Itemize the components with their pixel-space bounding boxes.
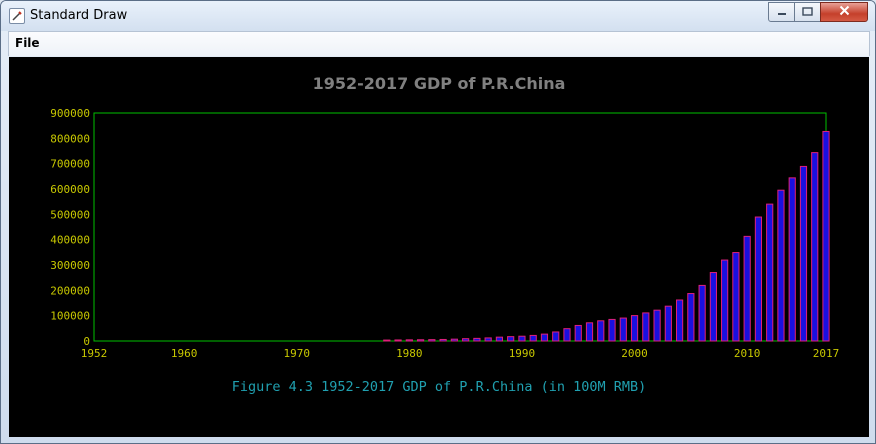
bar-2003 — [664, 305, 672, 342]
bar-2002 — [653, 309, 661, 342]
bar-1989 — [507, 336, 515, 342]
bar-1995 — [574, 324, 582, 342]
drawing-canvas[interactable]: 1952-2017 GDP of P.R.China 0 100000 200000… — [9, 57, 869, 437]
y-tick-label: 300000 — [50, 259, 90, 272]
bar-1983 — [439, 338, 447, 342]
bar-1978 — [383, 339, 391, 342]
bar-2017 — [822, 130, 830, 342]
chart-title: 1952-2017 GDP of P.R.China — [313, 74, 566, 93]
bar-1980 — [405, 339, 413, 342]
menu-bar: File — [8, 31, 870, 56]
bar-2010 — [743, 235, 751, 342]
y-tick-label: 200000 — [50, 284, 90, 297]
bar-1986 — [473, 337, 481, 342]
app-window-icon[interactable] — [9, 8, 25, 24]
bar-1991 — [529, 334, 537, 342]
bar-2006 — [698, 284, 706, 342]
bar-2015 — [799, 165, 808, 342]
title-bar[interactable]: Standard Draw — [1, 1, 875, 31]
bar-2014 — [788, 177, 796, 342]
x-tick-label: 1980 — [396, 347, 423, 360]
x-tick-label: 1970 — [283, 347, 310, 360]
bar-2013 — [777, 189, 785, 342]
bar-1982 — [428, 339, 436, 342]
y-tick-label: 0 — [83, 335, 90, 348]
chart-caption: Figure 4.3 1952-2017 GDP of P.R.China (i… — [232, 379, 647, 395]
maximize-button[interactable] — [794, 2, 821, 22]
bar-1999 — [619, 317, 627, 342]
bar-2011 — [754, 216, 763, 342]
close-icon — [839, 5, 850, 19]
window-title: Standard Draw — [30, 8, 128, 23]
x-tick-label: 1952 — [81, 347, 108, 360]
bar-2004 — [676, 299, 684, 342]
y-tick-label: 400000 — [50, 234, 90, 247]
bar-1987 — [484, 337, 492, 342]
y-tick-label: 600000 — [50, 183, 90, 196]
x-tick-label: 2000 — [621, 347, 648, 360]
minimize-button[interactable] — [768, 2, 795, 22]
bar-1998 — [608, 318, 616, 342]
bar-2016 — [811, 152, 819, 342]
bar-2008 — [721, 259, 729, 342]
bar-2005 — [687, 293, 695, 342]
bar-1984 — [450, 338, 458, 342]
minimize-icon — [777, 6, 787, 19]
maximize-icon — [802, 6, 813, 19]
x-tick-label: 2017 — [813, 347, 840, 360]
y-tick-label: 100000 — [50, 310, 90, 323]
bar-1994 — [563, 328, 571, 342]
bar-1979 — [394, 339, 402, 342]
bar-1985 — [462, 338, 470, 342]
menu-file[interactable]: File — [15, 36, 40, 50]
x-tick-label: 1960 — [171, 347, 198, 360]
bar-1992 — [540, 333, 549, 342]
bar-2009 — [732, 252, 740, 342]
bar-1996 — [585, 322, 594, 342]
y-tick-label: 800000 — [50, 132, 90, 145]
bar-1997 — [597, 320, 605, 342]
bar-2012 — [766, 203, 774, 342]
y-tick-label: 900000 — [50, 107, 90, 120]
bar-1990 — [518, 335, 526, 342]
close-button[interactable] — [820, 2, 868, 22]
x-tick-label: 1990 — [509, 347, 536, 360]
gdp-bar-chart: 1952-2017 GDP of P.R.China 0 100000 200000… — [50, 74, 840, 395]
bar-1981 — [416, 339, 425, 342]
bar-1988 — [495, 336, 504, 342]
bar-2007 — [709, 272, 717, 342]
bar-1993 — [552, 331, 560, 342]
y-tick-label: 500000 — [50, 208, 90, 221]
y-tick-label: 700000 — [50, 158, 90, 171]
x-tick-label: 2010 — [734, 347, 761, 360]
bar-2001 — [642, 312, 650, 342]
bar-2000 — [630, 315, 639, 342]
